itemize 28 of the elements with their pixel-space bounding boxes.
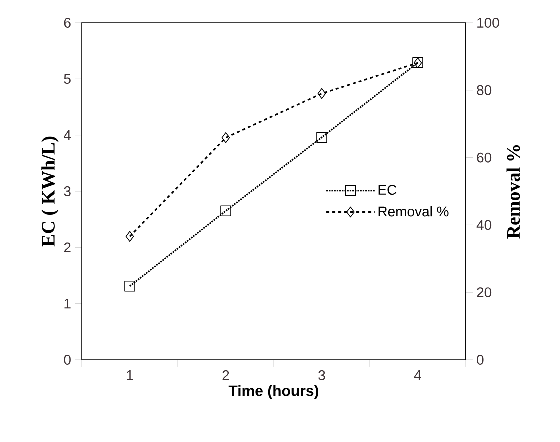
point [220, 206, 232, 217]
y2-tick-label: 80 [477, 85, 492, 96]
y-tick-label: 2 [64, 242, 71, 253]
y2-tick-label: 20 [477, 288, 492, 298]
y-tick-label: 0 [64, 355, 71, 365]
y-axis-title: EC ( KWh/L) [42, 136, 59, 247]
y2-tick-label: 60 [477, 152, 492, 163]
y2-tick-label: 40 [476, 220, 492, 230]
point [318, 88, 326, 100]
point [126, 231, 134, 242]
point [316, 132, 328, 143]
y-tick-label: 4 [64, 130, 72, 140]
point [222, 132, 230, 144]
y2-axis-title: Removal % [506, 146, 520, 239]
legend-label: EC [378, 185, 397, 196]
y-tick-label: 5 [64, 74, 71, 84]
y-tick-label: 3 [64, 186, 71, 196]
y2-tick-label: 100 [478, 18, 500, 28]
y-tick-label: 6 [64, 18, 71, 28]
x-tick-label: 4 [414, 370, 422, 380]
legend-label: Removal % [378, 206, 449, 217]
x-axis-title: Time (hours) [228, 385, 319, 400]
x-tick-label: 2 [222, 370, 230, 380]
y-tick-label: 1 [64, 299, 71, 309]
point [124, 281, 136, 292]
x-tick-label: 1 [127, 370, 134, 380]
x-tick-label: 3 [318, 370, 326, 380]
y2-tick-label: 0 [477, 355, 484, 365]
